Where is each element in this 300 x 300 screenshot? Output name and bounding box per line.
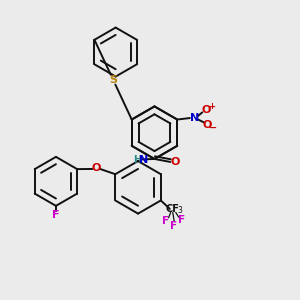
Text: N: N [190,113,199,123]
Text: O: O [92,163,101,173]
Text: +: + [208,102,215,111]
Text: F: F [178,215,185,225]
Text: N: N [139,155,148,165]
Text: H: H [133,155,141,165]
Text: 3: 3 [178,206,182,215]
Text: S: S [109,75,117,85]
Text: F: F [52,210,60,220]
Text: F: F [170,221,177,231]
Text: O: O [170,157,179,167]
Text: O: O [201,105,211,115]
Text: CF: CF [165,204,179,214]
Text: −: − [209,123,217,133]
Text: F: F [162,216,169,226]
Text: O: O [202,120,212,130]
